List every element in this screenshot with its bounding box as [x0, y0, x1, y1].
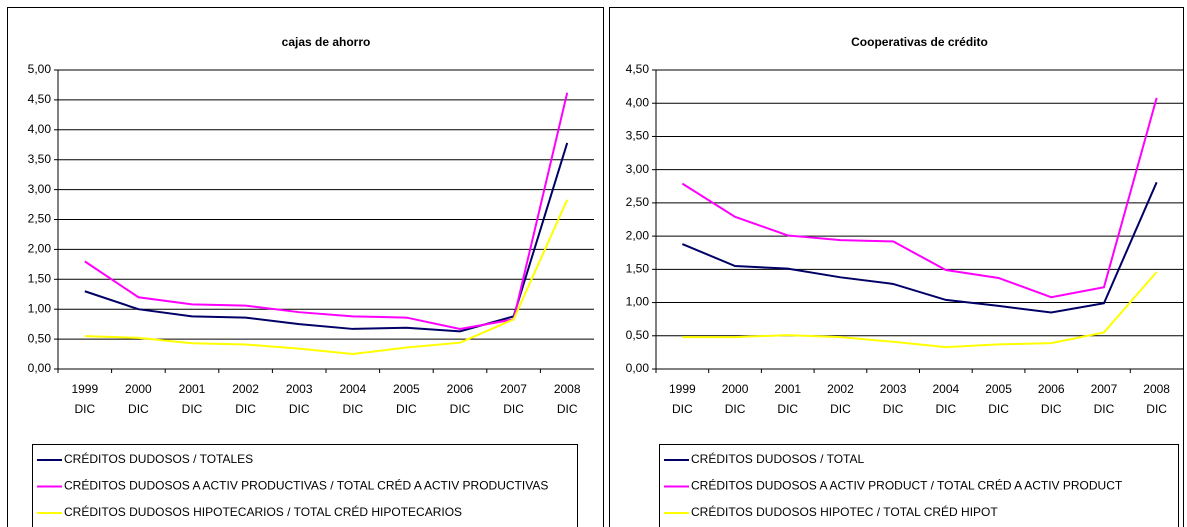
x-tick-label: 2002 DIC — [827, 382, 854, 416]
series-line — [84, 199, 569, 356]
x-tick-label: 2007 DIC — [1090, 382, 1118, 416]
y-tick-label: 4,00 — [28, 122, 52, 136]
x-tick-label: 2005 DIC — [985, 382, 1012, 416]
chart-frame — [7, 7, 604, 527]
y-tick-label: 2,00 — [28, 242, 52, 256]
y-tick-label: 5,00 — [28, 62, 52, 76]
x-tick-label: 2004 DIC — [932, 382, 960, 416]
legend-label: CRÉDITOS DUDOSOS / TOTAL — [691, 451, 864, 466]
chart-title: cajas de ahorro — [282, 35, 371, 49]
chart-frame — [609, 7, 1184, 527]
y-tick-label: 0,00 — [626, 361, 650, 375]
y-tick-label: 4,50 — [28, 92, 52, 106]
y-tick-label: 1,50 — [28, 271, 52, 285]
y-tick-label: 4,00 — [626, 95, 650, 109]
x-tick-label: 2007 DIC — [500, 382, 527, 416]
x-tick-label: 2002 DIC — [232, 382, 259, 416]
y-tick-label: 1,50 — [626, 262, 650, 276]
y-tick-label: 3,50 — [28, 152, 52, 166]
y-tick-label: 4,50 — [626, 62, 650, 76]
legend-box — [659, 444, 1179, 527]
y-tick-label: 3,00 — [626, 162, 650, 176]
x-tick-label: 2003 DIC — [285, 382, 313, 416]
x-tick-label: 1999 DIC — [71, 382, 99, 416]
y-tick-label: 2,00 — [626, 228, 650, 242]
y-tick-label: 1,00 — [626, 295, 650, 309]
y-tick-label: 2,50 — [626, 195, 650, 209]
y-tick-label: 0,50 — [626, 328, 650, 342]
series-line — [681, 97, 1158, 299]
y-tick-label: 0,50 — [28, 331, 52, 345]
y-tick-label: 0,00 — [28, 361, 52, 375]
x-tick-label: 2003 DIC — [879, 382, 907, 416]
x-tick-label: 2005 DIC — [393, 382, 420, 416]
y-tick-label: 3,00 — [28, 182, 52, 196]
series-line — [84, 92, 569, 330]
legend-label: CRÉDITOS DUDOSOS HIPOTEC / TOTAL CRÉD HI… — [691, 504, 998, 519]
x-tick-label: 2000 DIC — [721, 382, 749, 416]
series-line — [681, 181, 1158, 314]
y-tick-label: 3,50 — [626, 129, 650, 143]
series-line — [682, 271, 1158, 349]
x-tick-label: 2008 DIC — [553, 382, 581, 416]
legend-box — [32, 444, 578, 527]
legend-label: CRÉDITOS DUDOSOS / TOTALES — [64, 451, 253, 466]
y-tick-label: 2,50 — [28, 212, 52, 226]
legend-label: CRÉDITOS DUDOSOS HIPOTECARIOS / TOTAL CR… — [64, 504, 462, 519]
x-tick-label: 2000 DIC — [125, 382, 152, 416]
legend-label: CRÉDITOS DUDOSOS A ACTIV PRODUCTIVAS / T… — [64, 478, 548, 493]
x-tick-label: 2006 DIC — [446, 382, 474, 416]
x-tick-label: 2004 DIC — [339, 382, 367, 416]
x-tick-label: 2008 DIC — [1143, 382, 1170, 416]
y-tick-label: 1,00 — [28, 301, 52, 315]
x-tick-label: 2001 DIC — [178, 382, 206, 416]
x-tick-label: 2001 DIC — [774, 382, 802, 416]
x-tick-label: 2006 DIC — [1037, 382, 1065, 416]
x-tick-label: 1999 DIC — [668, 382, 696, 416]
legend-label: CRÉDITOS DUDOSOS A ACTIV PRODUCT / TOTAL… — [691, 478, 1123, 493]
chart-title: Cooperativas de crédito — [851, 35, 988, 49]
